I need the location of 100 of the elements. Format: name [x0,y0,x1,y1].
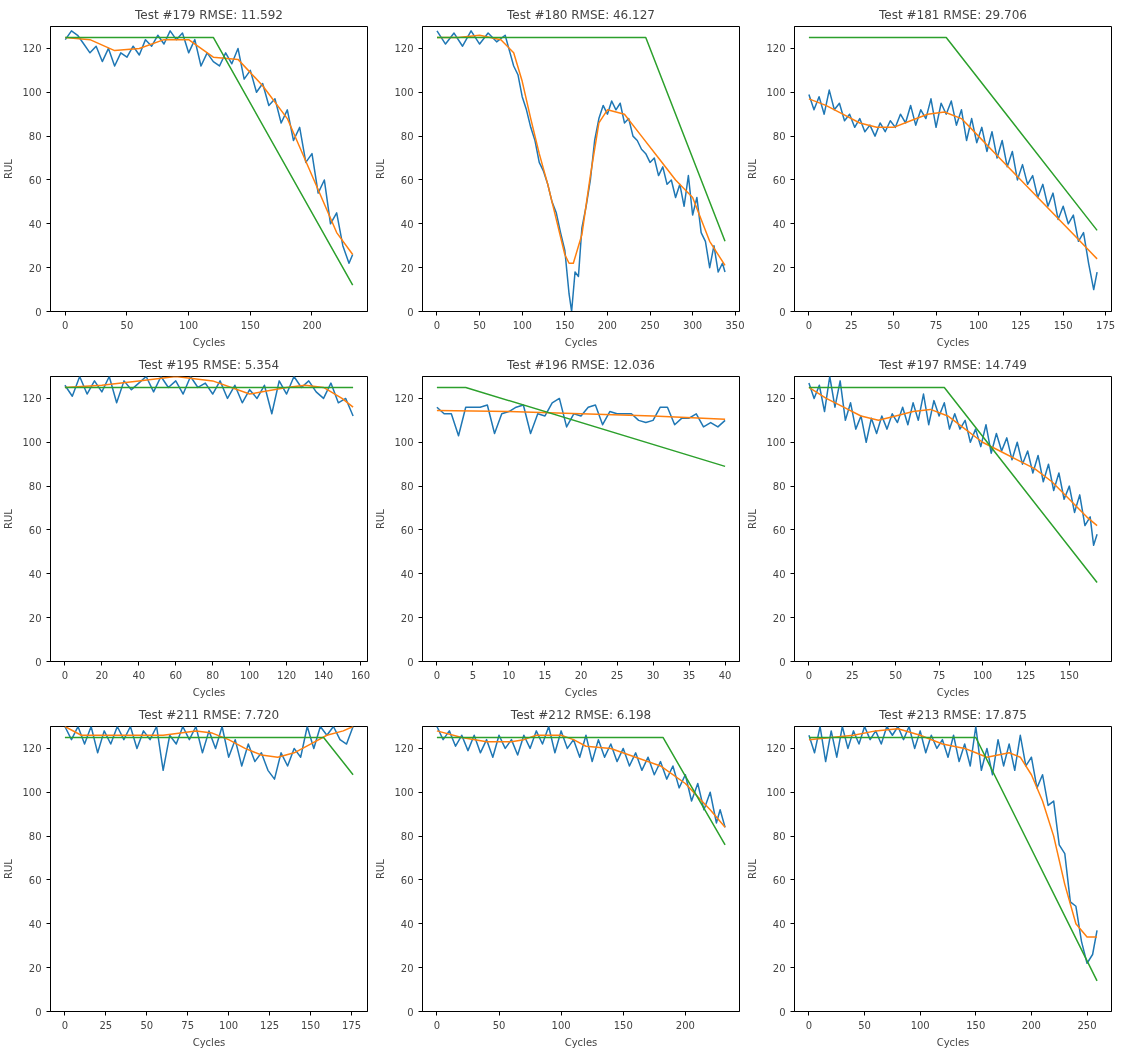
y-tick-label: 80 [772,831,786,843]
x-tick-label: 25 [844,319,858,331]
y-tick-label: 20 [28,612,42,624]
y-tick-label: 60 [772,524,786,536]
y-tick-label: 40 [772,918,786,930]
x-tick-label: 0 [805,1019,813,1031]
x-tick-label: 25 [99,1019,113,1031]
x-tick-label: 0 [805,669,813,681]
y-tick-label: 20 [28,962,42,974]
x-tick-label: 100 [972,669,993,681]
y-tick-label: 120 [22,743,42,755]
y-tick-label: 20 [28,262,42,274]
x-tick-label: 125 [1016,669,1036,681]
x-tick-label: 150 [613,1019,633,1031]
x-tick-label: 50 [473,319,486,331]
y-tick-label: 100 [766,437,786,449]
x-tick-label: 300 [683,319,703,331]
x-tick-label: 20 [95,669,109,681]
y-tick-label: 120 [22,393,42,405]
x-tick-label: 0 [62,319,69,331]
x-tick-label: 30 [646,669,660,681]
x-tick-label: 175 [1096,319,1116,331]
x-tick-label: 80 [206,669,220,681]
x-tick-label: 75 [929,319,943,331]
x-tick-label: 200 [675,1019,695,1031]
y-tick-label: 40 [28,568,42,580]
y-axis-title: RUL [375,158,387,179]
y-tick-label: 0 [779,1006,786,1018]
chart-title: Test #195 RMSE: 5.354 [137,357,280,372]
x-tick-label: 125 [1011,319,1031,331]
x-tick-label: 15 [538,669,552,681]
y-tick-label: 60 [772,174,786,186]
x-tick-label: 100 [219,1019,239,1031]
x-tick-label: 50 [887,319,901,331]
x-tick-label: 0 [433,1019,441,1031]
y-tick-label: 60 [28,524,42,536]
y-tick-label: 40 [400,568,414,580]
x-tick-label: 75 [181,1019,195,1031]
x-tick-label: 10 [502,669,516,681]
x-axis-title: Cycles [564,336,598,348]
x-axis-title: Cycles [192,336,226,348]
y-axis-title: RUL [747,858,759,879]
x-tick-label: 160 [350,669,371,681]
x-tick-label: 100 [240,669,260,681]
x-tick-label: 250 [1077,1019,1097,1031]
y-tick-label: 100 [22,437,42,449]
x-tick-label: 150 [966,1019,986,1031]
x-tick-label: 60 [169,669,183,681]
y-tick-label: 80 [772,481,786,493]
x-tick-label: 50 [858,1019,871,1031]
y-tick-label: 0 [779,306,786,318]
x-tick-label: 20 [574,669,588,681]
y-axis-title: RUL [3,158,15,179]
y-tick-label: 120 [766,393,786,405]
y-tick-label: 0 [407,1006,414,1018]
chart-title: Test #212 RMSE: 6.198 [509,707,652,722]
x-tick-label: 0 [805,319,813,331]
x-axis-title: Cycles [564,1036,598,1048]
y-tick-label: 120 [766,743,786,755]
y-tick-label: 20 [772,612,786,624]
chart-title: Test #179 RMSE: 11.592 [134,7,283,22]
x-tick-label: 50 [140,1019,154,1031]
chart-title: Test #197 RMSE: 14.749 [878,357,1027,372]
y-tick-label: 40 [28,218,42,230]
y-tick-label: 40 [400,918,414,930]
y-tick-label: 80 [400,831,414,843]
y-tick-label: 120 [394,43,414,55]
y-tick-label: 0 [35,1006,42,1018]
x-tick-label: 40 [718,669,732,681]
x-tick-label: 25 [610,669,624,681]
x-tick-label: 100 [551,1019,571,1031]
y-tick-label: 100 [22,787,42,799]
y-tick-label: 20 [772,262,786,274]
y-tick-label: 80 [772,131,786,143]
x-tick-label: 150 [555,319,575,331]
y-tick-label: 20 [772,962,786,974]
y-tick-label: 0 [35,306,42,318]
x-tick-label: 200 [302,319,322,331]
y-tick-label: 100 [22,87,42,99]
y-tick-label: 80 [28,481,42,493]
x-axis-title: Cycles [192,1036,226,1048]
chart-title: Test #181 RMSE: 29.706 [878,7,1027,22]
y-tick-label: 60 [28,874,42,886]
x-tick-label: 200 [597,319,617,331]
x-tick-label: 40 [132,669,146,681]
y-tick-label: 20 [400,612,414,624]
x-tick-label: 150 [1059,669,1079,681]
x-tick-label: 100 [968,319,988,331]
y-axis-title: RUL [375,508,387,529]
chart-title: Test #211 RMSE: 7.720 [137,707,280,722]
x-axis-title: Cycles [936,336,970,348]
y-tick-label: 100 [394,437,414,449]
x-tick-label: 100 [910,1019,930,1031]
y-tick-label: 60 [400,174,414,186]
y-tick-label: 60 [772,874,786,886]
y-tick-label: 40 [400,218,414,230]
x-axis-title: Cycles [936,686,970,698]
x-tick-label: 75 [932,669,946,681]
y-tick-label: 120 [766,43,786,55]
y-axis-title: RUL [747,158,759,179]
